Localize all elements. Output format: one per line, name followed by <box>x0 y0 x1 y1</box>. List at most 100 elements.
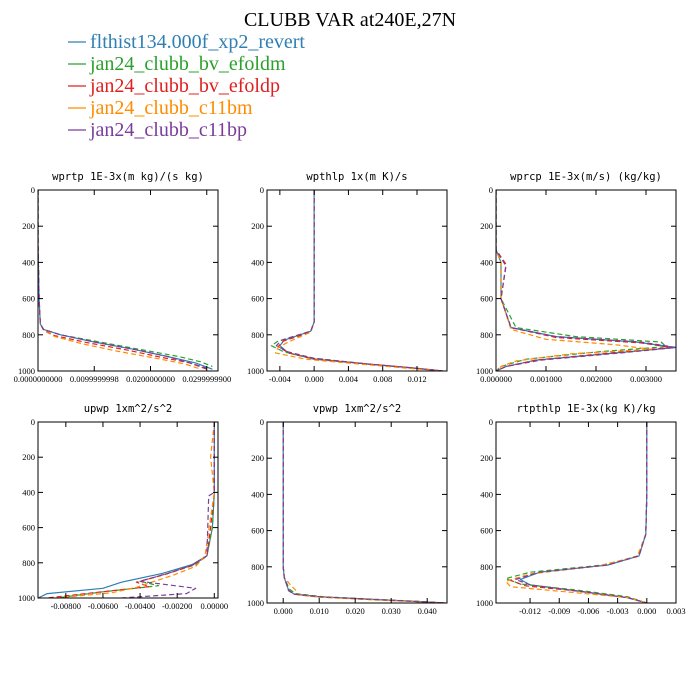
series-line-3 <box>496 190 672 371</box>
y-tick-label: 600 <box>251 294 264 304</box>
x-tick-label: 0.012 <box>407 374 426 384</box>
y-tick-label: 600 <box>22 523 35 533</box>
panel-2: wpthlp 1x(m K)/s 0 200 400 600 800 1000 -0.004 0… <box>247 171 448 384</box>
y-tick-label: 1000 <box>247 366 264 376</box>
x-tick-label: 0.000 <box>274 606 293 616</box>
y-tick-label: 600 <box>22 294 35 304</box>
y-tick-label: 0 <box>31 417 35 427</box>
series-line-4 <box>282 422 446 603</box>
x-tick-label: 0.000 <box>637 606 656 616</box>
x-tick-label: 0.008 <box>373 374 392 384</box>
series-line-4 <box>275 190 443 371</box>
series-line-5 <box>282 422 446 603</box>
x-tick-label: -0.009 <box>548 606 570 616</box>
panel-title: wpthlp 1x(m K)/s <box>306 171 407 183</box>
y-tick-label: 1000 <box>476 366 493 376</box>
plot-frame <box>37 421 219 599</box>
plot-frame <box>266 421 448 604</box>
x-tick-label: 0.0099999998 <box>70 374 119 384</box>
legend-label-2: jan24_clubb_bv_efoldm <box>89 53 286 75</box>
panel-title: wprtp 1E-3x(m kg)/(s kg) <box>52 171 204 183</box>
x-tick-label: -0.00600 <box>88 601 118 611</box>
x-tick-label: 0.0000000000 <box>14 374 63 384</box>
y-tick-label: 400 <box>251 257 264 267</box>
x-tick-label: -0.00400 <box>125 601 155 611</box>
y-tick-label: 0 <box>260 417 264 427</box>
y-tick-label: 600 <box>480 294 493 304</box>
x-tick-label: 0.030 <box>382 606 401 616</box>
panel-title: vpwp 1xm^2/s^2 <box>313 403 402 415</box>
x-tick-label: -0.006 <box>577 606 599 616</box>
x-tick-label: 0.0200000000 <box>126 374 175 384</box>
panel-title: wprcp 1E-3x(m/s) (kg/kg) <box>510 171 662 183</box>
panel-1: wprtp 1E-3x(m kg)/(s kg) 0 200 400 600 800 100… <box>14 171 232 384</box>
x-tick-label: 0.003 <box>666 606 685 616</box>
y-tick-label: 0 <box>31 185 35 195</box>
series-line-2 <box>56 422 215 598</box>
y-tick-label: 200 <box>251 221 264 231</box>
series-line-5 <box>496 190 676 371</box>
y-tick-label: 0 <box>489 417 493 427</box>
x-tick-label: 0.00000 <box>200 601 228 611</box>
y-tick-label: 800 <box>251 562 264 572</box>
x-tick-label: 0.003000 <box>630 374 662 384</box>
series-line-3 <box>282 422 446 603</box>
panel-6: rtpthlp 1E-3x(kg K)/kg 0 200 400 600 800 1000 -… <box>476 403 686 616</box>
y-tick-label: 0 <box>260 185 264 195</box>
series-line-1 <box>279 190 443 371</box>
plot-frame <box>266 189 448 372</box>
panel-title: upwp 1xm^2/s^2 <box>84 403 173 415</box>
plot-frame <box>37 189 219 372</box>
x-tick-label: 0.0299999900 <box>182 374 231 384</box>
y-tick-label: 200 <box>251 453 264 463</box>
series-line-2 <box>496 190 667 371</box>
y-tick-label: 400 <box>22 487 35 497</box>
panel-4: upwp 1xm^2/s^202004006008001000-0.00800-… <box>18 403 228 611</box>
x-tick-label: 0.010 <box>310 606 329 616</box>
x-tick-label: -0.003 <box>607 606 629 616</box>
x-tick-label: 0.002000 <box>580 374 612 384</box>
y-tick-label: 200 <box>480 221 493 231</box>
plot-frame <box>495 421 677 604</box>
y-tick-label: 200 <box>22 452 35 462</box>
legend-label-1: flthist134.000f_xp2_revert <box>90 31 305 53</box>
y-tick-label: 0 <box>489 185 493 195</box>
series-line-5 <box>121 422 215 598</box>
y-tick-label: 800 <box>251 330 264 340</box>
series-line-3 <box>38 190 208 370</box>
series-line-2 <box>270 190 443 371</box>
legend-label-5: jan24_clubb_c11bp <box>89 119 247 141</box>
legend-label-3: jan24_clubb_bv_efoldp <box>89 75 280 97</box>
series-line-1 <box>38 422 215 598</box>
series-line-5 <box>38 190 207 369</box>
y-tick-label: 1000 <box>476 598 493 608</box>
x-tick-label: 0.000 <box>305 374 324 384</box>
series-line-5 <box>514 422 648 603</box>
panels: wprtp 1E-3x(m kg)/(s kg) 0 200 400 600 800 100… <box>14 171 686 616</box>
series-line-1 <box>38 190 213 370</box>
legend-label-4: jan24_clubb_c11bm <box>89 97 253 119</box>
y-tick-label: 400 <box>251 489 264 499</box>
panel-3: wprcp 1E-3x(m/s) (kg/kg) 0 200 400 600 800 100… <box>476 171 677 384</box>
y-tick-label: 600 <box>251 526 264 536</box>
x-tick-label: 0.000000 <box>480 374 512 384</box>
x-tick-label: 0.004 <box>339 374 359 384</box>
series-line-5 <box>275 190 443 371</box>
figure-title: CLUBB VAR at240E,27N <box>244 9 456 31</box>
series-line-2 <box>38 190 213 368</box>
x-tick-label: -0.004 <box>269 374 292 384</box>
x-tick-label: 0.040 <box>418 606 437 616</box>
y-tick-label: 200 <box>480 453 493 463</box>
y-tick-label: 1000 <box>247 598 264 608</box>
series-line-4 <box>38 190 202 370</box>
series-line-4 <box>56 422 215 598</box>
x-tick-label: 0.020 <box>346 606 365 616</box>
series-line-1 <box>519 422 648 603</box>
y-tick-label: 400 <box>480 257 493 267</box>
y-tick-label: 1000 <box>18 593 35 603</box>
y-tick-label: 800 <box>480 562 493 572</box>
y-tick-label: 200 <box>22 221 35 231</box>
plot-frame <box>495 189 677 372</box>
y-tick-label: 800 <box>22 330 35 340</box>
